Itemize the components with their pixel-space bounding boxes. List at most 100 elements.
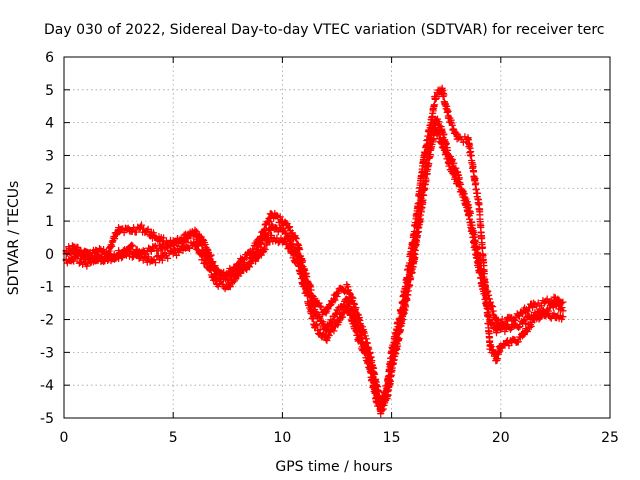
data-point [245, 250, 254, 258]
data-point [551, 296, 560, 304]
data-point [294, 260, 302, 268]
data-point [372, 397, 380, 406]
data-point [508, 338, 516, 347]
series-markers [62, 115, 567, 414]
data-point [540, 309, 549, 317]
data-point [147, 256, 156, 265]
data-point [486, 342, 494, 350]
data-point [453, 135, 461, 143]
data-point [169, 240, 177, 248]
data-point [82, 260, 90, 268]
data-point [147, 230, 156, 238]
data-point [431, 125, 439, 133]
data-point [427, 145, 435, 153]
data-point [497, 342, 505, 350]
x-tick-label: 10 [273, 430, 291, 446]
ticks: 0 5 10 15 20 25 -5 -4 -3 -2 -1 0 1 2 3 4 5 6 [40, 50, 619, 446]
data-point [294, 240, 302, 248]
data-point [508, 315, 516, 324]
data-point [475, 256, 483, 265]
y-tick-label: 1 [45, 214, 54, 230]
data-point [492, 315, 501, 324]
chart-title: Day 030 of 2022, Sidereal Day-to-day VTE… [44, 22, 604, 38]
y-tick-label: -5 [40, 411, 54, 427]
data-point [540, 299, 549, 307]
data-point [158, 237, 166, 245]
data-point [285, 233, 293, 242]
data-point [256, 250, 265, 258]
data-point [508, 322, 516, 330]
data-point [475, 201, 483, 209]
y-axis-title: SDTVAR / TECUs [6, 181, 22, 296]
data-point [278, 227, 287, 235]
data-point [518, 332, 527, 340]
data-point [377, 407, 385, 416]
data-point [355, 335, 363, 343]
y-tick-label: -2 [40, 313, 54, 329]
data-point [158, 253, 166, 261]
y-tick-label: 6 [45, 50, 54, 66]
data-point [267, 224, 276, 232]
data-point [551, 312, 560, 320]
y-tick-label: 5 [45, 83, 54, 99]
y-tick-label: 0 [45, 247, 54, 263]
data-point [453, 178, 461, 186]
data-point [125, 250, 134, 258]
data-point [322, 335, 330, 343]
data-point [387, 368, 396, 376]
data-point [492, 355, 501, 363]
data-point [300, 283, 308, 291]
data-point [438, 86, 446, 94]
data-point [492, 329, 501, 337]
data-point [256, 240, 265, 248]
data-point [344, 283, 352, 291]
data-point [158, 243, 166, 251]
data-point [333, 319, 341, 327]
grid [64, 57, 610, 418]
data-point [464, 135, 472, 143]
data-point [529, 312, 538, 320]
data-point [180, 243, 188, 251]
data-point [344, 302, 352, 311]
data-point [267, 233, 276, 242]
data-point [267, 210, 276, 219]
data-point [322, 309, 330, 317]
data-point [486, 315, 494, 324]
data-point [438, 138, 446, 146]
data-point [136, 224, 145, 232]
series-markers [62, 124, 567, 418]
series-markers [62, 84, 567, 409]
data-point [278, 217, 287, 225]
x-axis-title: GPS time / hours [275, 459, 392, 475]
data-point [333, 309, 341, 317]
data-point [285, 224, 293, 232]
x-tick-label: 20 [492, 430, 510, 446]
x-tick-label: 5 [169, 430, 178, 446]
data-point [245, 260, 254, 268]
data-point [191, 240, 199, 248]
data-point [213, 279, 221, 288]
data-point [82, 250, 90, 258]
data-point [224, 283, 232, 291]
data-point [431, 92, 439, 101]
data-point [180, 233, 188, 242]
y-tick-label: 3 [45, 148, 54, 164]
data-point [213, 269, 221, 278]
x-tick-label: 0 [60, 430, 69, 446]
data-point [71, 253, 79, 261]
data-point [529, 299, 538, 307]
data-point [383, 394, 391, 402]
data-point [409, 260, 418, 268]
y-tick-label: -4 [40, 378, 54, 394]
data-point [202, 260, 210, 268]
data-point [464, 201, 472, 209]
data-point [444, 158, 453, 166]
data-point [285, 243, 293, 251]
data-point [444, 112, 453, 120]
data-point [93, 246, 101, 255]
y-tick-label: 2 [45, 181, 54, 197]
data-point [191, 230, 199, 238]
data-point [235, 269, 243, 278]
series-track-c [62, 124, 567, 418]
